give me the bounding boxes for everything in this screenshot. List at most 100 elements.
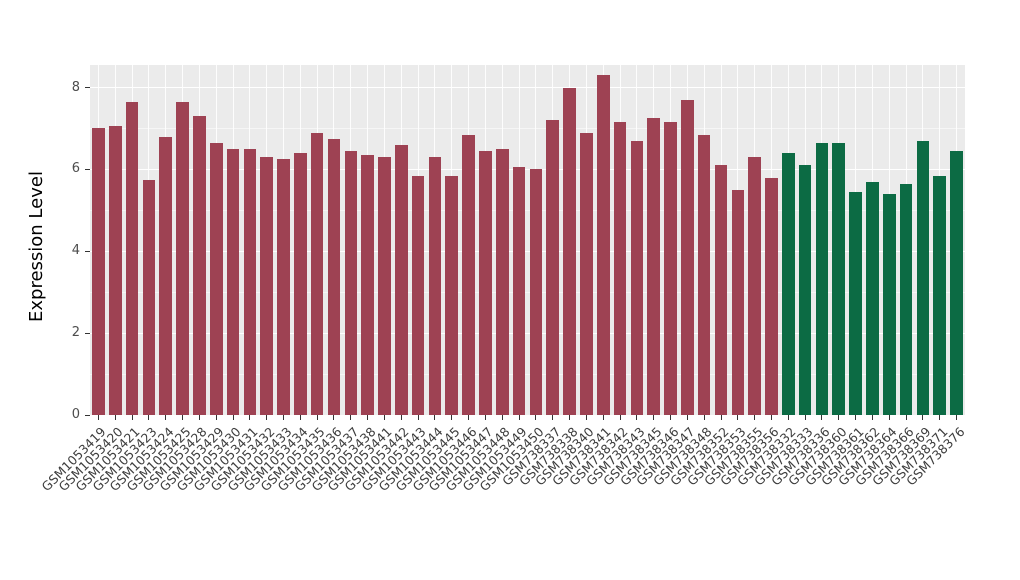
bar <box>950 150 963 415</box>
x-tick-mark <box>535 415 537 420</box>
x-tick-mark <box>653 415 655 420</box>
bar <box>681 99 694 415</box>
bar <box>782 153 795 415</box>
x-tick-mark <box>215 415 217 420</box>
bar <box>798 165 812 415</box>
bar <box>714 165 728 415</box>
bar <box>563 87 576 415</box>
y-tick-label: 0 <box>71 407 80 422</box>
x-tick-mark <box>636 415 638 420</box>
x-tick-mark <box>131 415 133 420</box>
x-tick-mark <box>804 415 806 420</box>
bar <box>108 126 122 415</box>
x-tick-mark <box>939 415 941 420</box>
gridline-minor <box>90 291 965 293</box>
bar <box>310 132 324 415</box>
bar <box>445 175 459 415</box>
bar <box>933 175 947 415</box>
x-tick-mark <box>888 415 890 420</box>
bar <box>849 191 862 415</box>
bar <box>243 148 257 415</box>
bar <box>394 144 408 415</box>
bar <box>277 159 290 415</box>
x-tick-mark <box>670 415 672 420</box>
x-tick-mark <box>316 415 318 420</box>
bar <box>765 177 778 415</box>
x-tick-mark <box>585 415 587 420</box>
gridline-major <box>90 332 965 334</box>
x-tick-mark <box>114 415 116 420</box>
bar <box>495 148 509 415</box>
y-tick-mark <box>85 414 90 416</box>
bar <box>697 134 711 415</box>
y-tick-mark <box>85 332 90 334</box>
x-tick-mark <box>451 415 453 420</box>
y-tick-label: 8 <box>71 79 80 95</box>
bar <box>882 193 896 415</box>
x-tick-mark <box>703 415 705 420</box>
gridline-major <box>90 414 965 416</box>
bar <box>546 120 560 415</box>
bar <box>866 181 879 415</box>
x-tick-mark <box>97 415 99 420</box>
x-tick-mark <box>484 415 486 420</box>
bar <box>647 118 660 415</box>
x-tick-mark <box>468 415 470 420</box>
x-tick-mark <box>787 415 789 420</box>
x-tick-mark <box>552 415 554 420</box>
x-tick-mark <box>350 415 352 420</box>
x-tick-mark <box>922 415 924 420</box>
bar <box>92 128 105 415</box>
x-tick-mark <box>283 415 284 420</box>
x-tick-mark <box>754 415 756 420</box>
gridline-major <box>90 168 965 170</box>
y-tick-label: 2 <box>71 325 80 341</box>
x-tick-mark <box>182 415 184 420</box>
x-tick-mark <box>148 415 150 420</box>
x-tick-mark <box>770 415 772 420</box>
bar <box>512 167 526 415</box>
bar <box>479 150 492 415</box>
bar <box>428 157 442 415</box>
bar <box>226 148 240 415</box>
y-tick-mark <box>85 250 90 252</box>
gridline-minor <box>90 127 965 129</box>
x-tick-mark <box>198 415 200 420</box>
bar <box>142 179 156 415</box>
x-tick-mark <box>367 415 369 420</box>
x-tick-mark <box>737 415 739 420</box>
x-tick-mark <box>686 415 688 420</box>
gridline-minor <box>90 209 965 211</box>
bar <box>815 142 829 415</box>
plot-panel <box>90 65 965 416</box>
bar <box>899 183 913 415</box>
bar <box>378 157 391 415</box>
y-axis-title: Expression Level <box>26 171 47 322</box>
bar <box>580 132 593 415</box>
y-tick-label: 6 <box>71 161 80 177</box>
x-tick-mark <box>838 415 840 420</box>
x-tick-mark <box>249 415 251 420</box>
bar <box>731 189 745 415</box>
x-tick-mark <box>232 415 234 420</box>
bar <box>664 122 677 415</box>
x-tick-mark <box>905 415 907 420</box>
y-tick-label: 4 <box>71 243 80 259</box>
x-tick-mark <box>956 415 958 420</box>
x-tick-mark <box>501 415 503 420</box>
x-tick-mark <box>417 415 419 420</box>
bar <box>411 175 425 415</box>
bar <box>327 138 341 415</box>
y-tick-mark <box>85 87 90 88</box>
bar <box>125 101 139 415</box>
x-tick-mark <box>299 415 301 420</box>
bar <box>613 122 627 415</box>
x-tick-mark <box>720 415 722 420</box>
bar <box>462 134 475 415</box>
x-tick-mark <box>619 415 621 420</box>
bar <box>832 142 846 415</box>
bar <box>630 140 644 415</box>
bar <box>748 157 761 415</box>
x-tick-mark <box>434 415 436 420</box>
